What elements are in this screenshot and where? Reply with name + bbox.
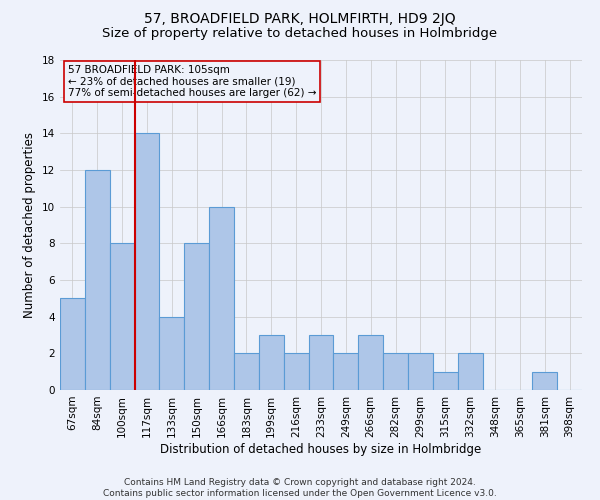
Bar	[160, 316, 184, 390]
Bar	[458, 354, 482, 390]
Bar	[209, 206, 234, 390]
Bar	[184, 244, 209, 390]
X-axis label: Distribution of detached houses by size in Holmbridge: Distribution of detached houses by size …	[160, 442, 482, 456]
Bar	[85, 170, 110, 390]
Bar	[308, 335, 334, 390]
Bar	[408, 354, 433, 390]
Bar	[433, 372, 458, 390]
Bar	[358, 335, 383, 390]
Bar	[60, 298, 85, 390]
Bar	[110, 244, 134, 390]
Bar	[259, 335, 284, 390]
Bar	[134, 134, 160, 390]
Bar	[234, 354, 259, 390]
Bar	[383, 354, 408, 390]
Bar	[532, 372, 557, 390]
Bar	[284, 354, 308, 390]
Text: 57 BROADFIELD PARK: 105sqm
← 23% of detached houses are smaller (19)
77% of semi: 57 BROADFIELD PARK: 105sqm ← 23% of deta…	[68, 65, 316, 98]
Text: 57, BROADFIELD PARK, HOLMFIRTH, HD9 2JQ: 57, BROADFIELD PARK, HOLMFIRTH, HD9 2JQ	[144, 12, 456, 26]
Text: Size of property relative to detached houses in Holmbridge: Size of property relative to detached ho…	[103, 28, 497, 40]
Y-axis label: Number of detached properties: Number of detached properties	[23, 132, 37, 318]
Text: Contains HM Land Registry data © Crown copyright and database right 2024.
Contai: Contains HM Land Registry data © Crown c…	[103, 478, 497, 498]
Bar	[334, 354, 358, 390]
